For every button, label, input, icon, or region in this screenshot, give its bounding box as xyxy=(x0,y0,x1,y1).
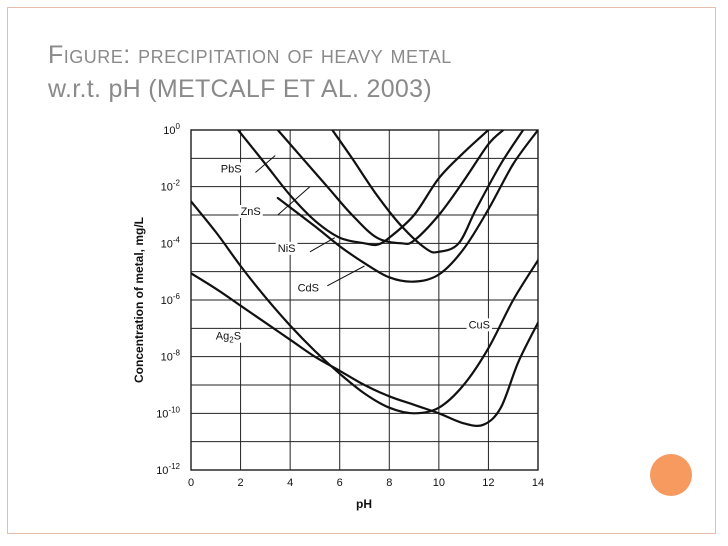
series-label-part: CdS xyxy=(298,283,319,295)
y-axis-label: Concentration of metal, mg/L xyxy=(132,217,146,383)
y-tick-exponent: -2 xyxy=(173,179,181,188)
x-tick-label: 8 xyxy=(386,477,392,489)
x-tick-label: 6 xyxy=(337,477,343,489)
series-leader-zns xyxy=(277,186,311,216)
x-tick-label: 12 xyxy=(482,477,494,489)
series-label-pbs: PbS xyxy=(221,164,242,176)
chart-labels: 0 2 4 6 8 10 12 1410010-210-410-610-810-1010-12… xyxy=(156,122,544,489)
y-tick-base: 10 xyxy=(161,295,173,307)
series-line-nis xyxy=(331,130,525,254)
series-line-cus xyxy=(191,199,538,415)
y-tick-label: 10-12 xyxy=(156,462,180,477)
series-label-part: CuS xyxy=(469,319,490,331)
y-tick-exponent: -12 xyxy=(168,462,180,471)
y-tick-label: 10-10 xyxy=(156,405,180,420)
y-tick-base: 10 xyxy=(161,182,173,194)
series-label-part: Ag xyxy=(216,331,229,343)
chart-curves xyxy=(191,130,538,427)
x-tick-label: 10 xyxy=(433,477,445,489)
series-label-zns: ZnS xyxy=(241,206,261,218)
series-line-zns xyxy=(276,130,505,245)
x-axis-label: pH xyxy=(356,497,372,511)
series-label-ag2s: Ag2S xyxy=(216,331,241,345)
series-label-part: NiS xyxy=(278,243,296,255)
y-tick-label: 10-2 xyxy=(161,179,181,194)
series-label-bg-pbs xyxy=(218,162,244,176)
y-tick-exponent: -10 xyxy=(168,405,180,414)
series-label-bg-zns xyxy=(238,205,263,218)
y-tick-label: 10-4 xyxy=(161,235,181,250)
series-leader-cds xyxy=(327,265,365,287)
y-tick-base: 10 xyxy=(163,125,175,137)
y-tick-label: 100 xyxy=(163,122,180,137)
x-tick-label: 14 xyxy=(532,477,544,489)
series-line-pbs xyxy=(237,130,490,247)
slide-border xyxy=(7,7,716,534)
series-label-nis: NiS xyxy=(278,243,296,255)
series-line-cds xyxy=(276,130,538,283)
chart-grid xyxy=(190,129,539,471)
y-tick-exponent: -6 xyxy=(173,292,181,301)
series-label-bg-ag2s xyxy=(213,329,244,343)
y-tick-label: 10-8 xyxy=(161,349,181,364)
y-tick-exponent: -4 xyxy=(173,235,181,244)
series-label-cus: CuS xyxy=(469,319,490,331)
y-tick-base: 10 xyxy=(156,408,168,420)
series-line-ag2s xyxy=(191,272,538,427)
series-label-bg-cus xyxy=(466,318,493,332)
series-label-bg-cds xyxy=(295,281,321,295)
series-leader-pbs xyxy=(255,155,276,173)
series-label-part: 2 xyxy=(229,336,234,345)
y-tick-label: 10-6 xyxy=(161,292,181,307)
slide-title-line2: w.r.t. pH (METCALF ET AL. 2003) xyxy=(48,75,432,103)
y-tick-exponent: 0 xyxy=(176,122,181,131)
series-label-part: S xyxy=(234,331,241,343)
x-tick-label: 2 xyxy=(238,477,244,489)
y-tick-base: 10 xyxy=(156,465,168,477)
series-label-part: ZnS xyxy=(241,206,261,218)
slide-title-line1: Figure: precipitation of heavy metal xyxy=(48,41,452,69)
y-tick-base: 10 xyxy=(161,238,173,250)
x-tick-label: 0 xyxy=(188,477,194,489)
series-label-bg-nis xyxy=(275,241,298,255)
slide-title: Figure: precipitation of heavy metal w.r… xyxy=(48,38,452,105)
y-tick-exponent: -8 xyxy=(173,349,181,358)
accent-circle xyxy=(650,454,692,496)
x-tick-label: 4 xyxy=(287,477,293,489)
y-tick-base: 10 xyxy=(161,352,173,364)
series-label-cds: CdS xyxy=(298,283,319,295)
series-label-part: PbS xyxy=(221,164,242,176)
